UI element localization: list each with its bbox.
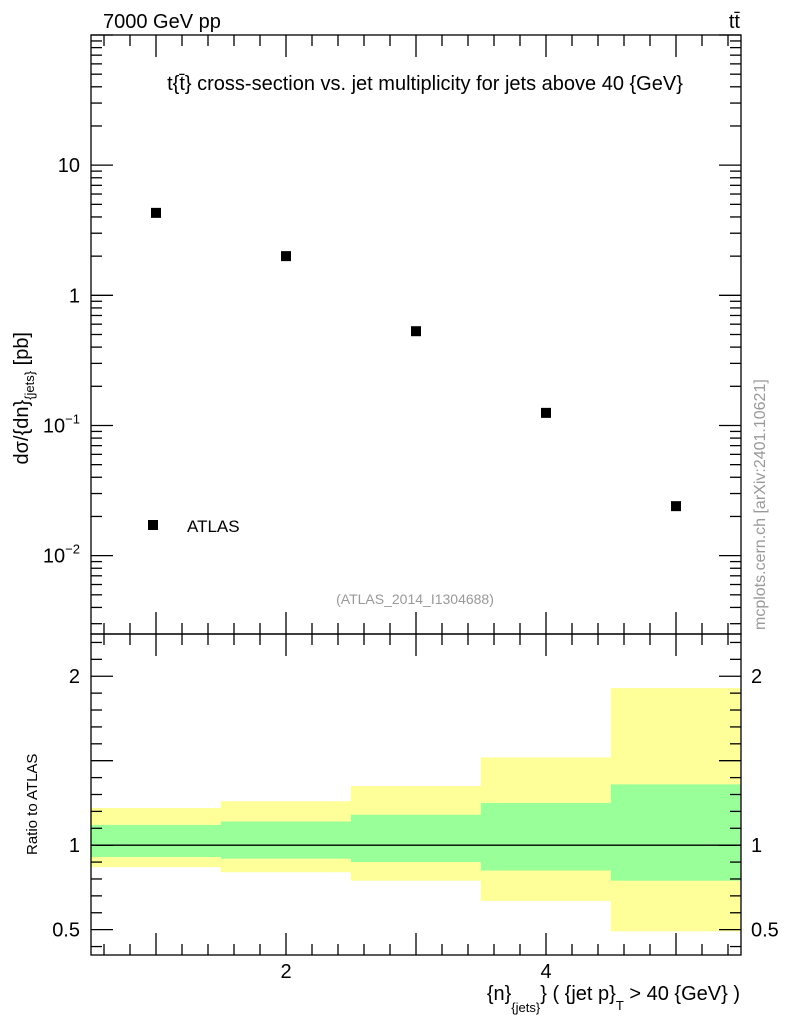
x-axis-label: {n}{jets}} ( {jet p}T > 40 {GeV} ) xyxy=(487,983,740,1015)
x-axis-label-part3: > 40 {GeV} ) xyxy=(624,983,740,1005)
legend: ATLAS xyxy=(148,517,240,536)
main-y-axis-label-main: dσ/{dn} xyxy=(11,400,33,465)
ratio-inner-band xyxy=(351,814,481,863)
ratio-y-tick-label-right: 0.5 xyxy=(751,920,779,942)
main-y-axis-label: dσ/{dn}{jets} [pb] xyxy=(11,332,37,464)
process-label: tt̄ xyxy=(729,11,741,33)
legend-label: ATLAS xyxy=(187,517,240,536)
tick-label-base: 10 xyxy=(43,546,65,568)
analysis-id: (ATLAS_2014_I1304688) xyxy=(336,591,494,607)
data-point xyxy=(671,501,681,512)
main-y-tick-label: 1 xyxy=(69,285,80,307)
ratio-y-tick-label: 0.5 xyxy=(52,920,80,942)
tick-label-exponent: −2 xyxy=(65,542,80,557)
ratio-inner-band xyxy=(611,784,741,881)
main-axis-ticks xyxy=(91,34,741,634)
main-y-tick-label: 10 xyxy=(58,155,80,177)
main-y-axis-label-sub: {jets} xyxy=(22,370,37,400)
x-tick-label: 2 xyxy=(280,961,291,983)
ratio-y-axis-label: Ratio to ATLAS xyxy=(24,754,41,855)
tick-label-exponent: −1 xyxy=(65,411,80,426)
x-axis-label-sub2: T xyxy=(616,998,624,1013)
main-y-axis-label-unit: [pb] xyxy=(11,332,33,371)
tick-label-base: 10 xyxy=(43,415,65,437)
legend-marker xyxy=(148,520,158,530)
ratio-y-tick-labels: 2 2 1 1 0.5 0.5 xyxy=(52,666,779,941)
ratio-y-tick-label-right: 2 xyxy=(751,666,762,688)
ratio-y-tick-label: 1 xyxy=(69,835,80,857)
ratio-axis-ticks xyxy=(91,634,741,955)
energy-label: 7000 GeV pp xyxy=(103,11,221,33)
ratio-inner-band xyxy=(91,824,221,858)
x-axis-label-sub1: {jets} xyxy=(511,1000,541,1015)
ratio-inner-band xyxy=(221,821,351,859)
x-tick-label: 4 xyxy=(540,961,551,983)
ratio-inner-band xyxy=(481,802,611,871)
data-point xyxy=(281,251,291,262)
x-axis-label-part2: } ( {jet p} xyxy=(540,983,616,1005)
ratio-y-tick-label: 2 xyxy=(69,666,80,688)
data-point xyxy=(541,407,551,418)
data-point xyxy=(151,207,161,218)
data-point xyxy=(411,326,421,337)
data-markers xyxy=(151,207,681,512)
ratio-y-tick-label-right: 1 xyxy=(751,835,762,857)
main-y-tick-label: 10−1 xyxy=(43,411,80,437)
ratio-bands xyxy=(91,688,741,932)
x-axis-label-part1: {n} xyxy=(487,983,512,1005)
main-y-tick-label: 10−2 xyxy=(43,542,80,568)
chart-title: t{t̄} cross-section vs. jet multiplicity… xyxy=(167,73,683,95)
watermark: mcplots.cern.ch [arXiv:2401.10621] xyxy=(752,379,769,630)
